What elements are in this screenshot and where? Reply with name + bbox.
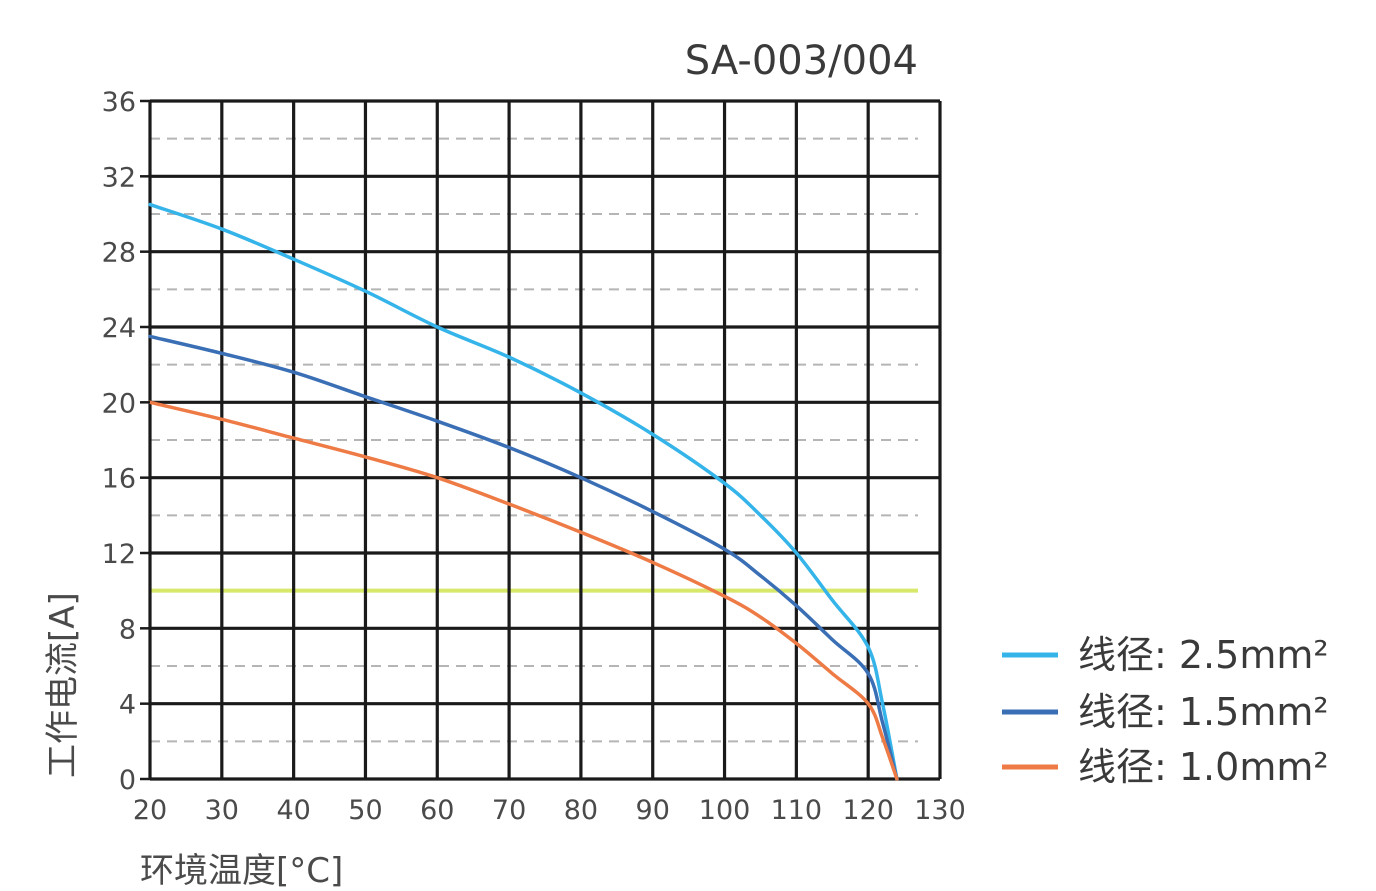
y-tick-label: 24 bbox=[102, 313, 136, 344]
tick-group: 0 4 8 12 16 20 24 28 32 36 20 30 40 50 60 70 80 90 100 110 1… bbox=[102, 87, 966, 826]
x-tick-label: 30 bbox=[205, 795, 239, 826]
major-grid bbox=[148, 99, 942, 781]
y-axis-title: 工作电流[A] bbox=[43, 592, 83, 778]
x-tick-label: 50 bbox=[348, 795, 382, 826]
x-tick-label: 90 bbox=[636, 795, 670, 826]
y-tick-label: 20 bbox=[102, 388, 136, 419]
x-tick-label: 40 bbox=[276, 795, 310, 826]
y-tick-label: 16 bbox=[102, 464, 136, 495]
x-tick-label: 60 bbox=[420, 795, 454, 826]
series-line-3 bbox=[148, 400, 899, 781]
x-tick-label: 130 bbox=[914, 795, 966, 826]
y-tick-label: 12 bbox=[102, 539, 136, 570]
series-group bbox=[148, 202, 899, 781]
y-tick-label: 8 bbox=[119, 614, 136, 645]
x-tick-label: 80 bbox=[564, 795, 598, 826]
series-line-1 bbox=[148, 202, 899, 781]
x-tick-label: 70 bbox=[492, 795, 526, 826]
y-tick-label: 0 bbox=[119, 765, 136, 796]
x-tick-label: 120 bbox=[842, 795, 894, 826]
chart-title: SA-003/004 bbox=[685, 38, 918, 84]
legend-label-2: 线径: 1.5mm² bbox=[1078, 690, 1329, 734]
legend: 线径: 2.5mm² 线径: 1.5mm² 线径: 1.0mm² bbox=[1002, 633, 1329, 789]
series-line-2 bbox=[148, 334, 899, 781]
x-axis-title: 环境温度[°C] bbox=[140, 851, 343, 891]
minor-grid bbox=[150, 137, 918, 743]
y-tick-label: 4 bbox=[119, 690, 136, 721]
x-tick-label: 100 bbox=[699, 795, 751, 826]
legend-label-3: 线径: 1.0mm² bbox=[1078, 745, 1329, 789]
legend-label-1: 线径: 2.5mm² bbox=[1078, 633, 1329, 677]
y-tick-label: 32 bbox=[102, 162, 136, 193]
x-tick-label: 20 bbox=[133, 795, 167, 826]
x-tick-label: 110 bbox=[771, 795, 823, 826]
y-tick-label: 36 bbox=[102, 87, 136, 118]
y-tick-label: 28 bbox=[102, 238, 136, 269]
